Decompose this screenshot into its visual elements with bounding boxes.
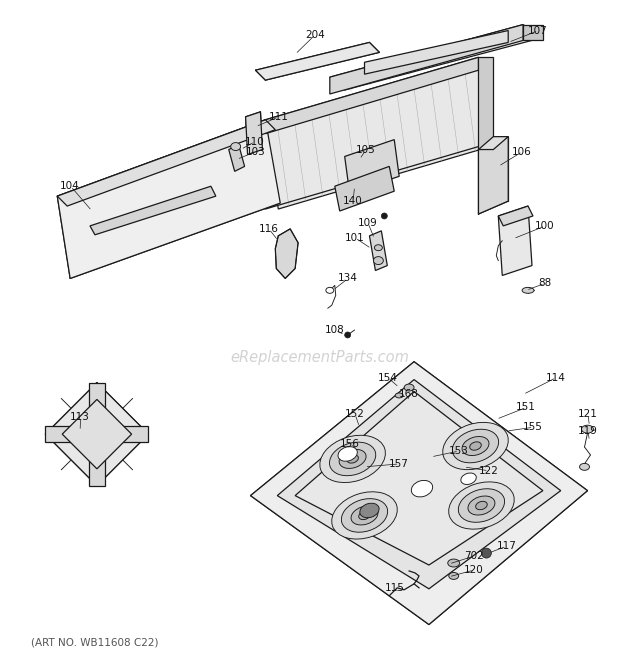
Ellipse shape xyxy=(395,393,403,398)
Polygon shape xyxy=(57,120,275,206)
Polygon shape xyxy=(275,229,298,278)
Ellipse shape xyxy=(449,482,514,529)
Ellipse shape xyxy=(326,288,334,293)
Polygon shape xyxy=(57,120,280,278)
Text: 109: 109 xyxy=(358,218,378,228)
Ellipse shape xyxy=(320,436,386,483)
Circle shape xyxy=(381,213,388,219)
Polygon shape xyxy=(335,167,394,211)
Ellipse shape xyxy=(580,463,590,471)
Ellipse shape xyxy=(443,422,508,470)
Polygon shape xyxy=(62,399,131,469)
Text: 108: 108 xyxy=(325,325,345,335)
Text: 100: 100 xyxy=(535,221,555,231)
Ellipse shape xyxy=(468,496,495,515)
Polygon shape xyxy=(246,112,262,155)
Ellipse shape xyxy=(347,455,358,463)
Polygon shape xyxy=(90,186,216,235)
Polygon shape xyxy=(255,42,379,80)
Text: (ART NO. WB11608 C22): (ART NO. WB11608 C22) xyxy=(30,637,158,647)
Text: 152: 152 xyxy=(345,409,365,419)
Text: 155: 155 xyxy=(523,422,543,432)
Polygon shape xyxy=(250,362,588,625)
Ellipse shape xyxy=(411,481,433,497)
Ellipse shape xyxy=(470,442,481,450)
Text: 134: 134 xyxy=(338,274,358,284)
Text: 156: 156 xyxy=(340,439,360,449)
Polygon shape xyxy=(523,24,543,40)
Ellipse shape xyxy=(458,488,505,522)
Text: 106: 106 xyxy=(512,147,532,157)
Ellipse shape xyxy=(360,503,379,518)
Ellipse shape xyxy=(449,572,459,580)
Text: 113: 113 xyxy=(70,412,90,422)
Ellipse shape xyxy=(332,492,397,539)
Ellipse shape xyxy=(359,511,370,520)
Ellipse shape xyxy=(522,288,534,293)
Text: 157: 157 xyxy=(389,459,409,469)
Polygon shape xyxy=(265,58,490,209)
Text: 111: 111 xyxy=(268,112,288,122)
Polygon shape xyxy=(330,24,543,90)
Ellipse shape xyxy=(448,559,459,567)
Text: eReplacementParts.com: eReplacementParts.com xyxy=(231,350,409,366)
Text: 204: 204 xyxy=(305,30,325,40)
Polygon shape xyxy=(479,137,508,149)
Ellipse shape xyxy=(476,501,487,510)
Text: 140: 140 xyxy=(343,196,363,206)
Ellipse shape xyxy=(374,245,383,251)
Ellipse shape xyxy=(338,447,357,461)
Text: 116: 116 xyxy=(259,224,278,234)
Polygon shape xyxy=(295,391,543,565)
Polygon shape xyxy=(498,206,532,276)
Ellipse shape xyxy=(461,473,476,485)
Polygon shape xyxy=(365,30,508,74)
Ellipse shape xyxy=(339,449,366,469)
Text: 101: 101 xyxy=(345,233,365,243)
Polygon shape xyxy=(277,379,560,589)
Text: 105: 105 xyxy=(356,145,375,155)
Polygon shape xyxy=(479,137,508,214)
Text: 168: 168 xyxy=(399,389,419,399)
Polygon shape xyxy=(330,24,523,94)
Text: 88: 88 xyxy=(538,278,551,288)
Text: 151: 151 xyxy=(516,403,536,412)
Polygon shape xyxy=(45,426,148,442)
Ellipse shape xyxy=(453,429,498,463)
Polygon shape xyxy=(229,145,245,171)
Text: 119: 119 xyxy=(578,426,598,436)
Text: 103: 103 xyxy=(246,147,265,157)
Ellipse shape xyxy=(231,143,241,151)
Circle shape xyxy=(345,332,351,338)
Text: 115: 115 xyxy=(384,583,404,593)
Polygon shape xyxy=(265,58,479,134)
Text: 114: 114 xyxy=(546,373,565,383)
Ellipse shape xyxy=(342,498,388,532)
Polygon shape xyxy=(89,383,105,486)
Text: 702: 702 xyxy=(464,551,484,561)
Ellipse shape xyxy=(404,384,414,391)
Text: 154: 154 xyxy=(378,373,397,383)
Text: 117: 117 xyxy=(497,541,516,551)
Text: 120: 120 xyxy=(464,565,484,575)
Ellipse shape xyxy=(462,436,489,455)
Polygon shape xyxy=(345,139,399,193)
Polygon shape xyxy=(498,206,533,226)
Ellipse shape xyxy=(582,425,593,433)
Ellipse shape xyxy=(329,442,376,476)
Text: 107: 107 xyxy=(528,26,548,36)
Text: 121: 121 xyxy=(578,409,598,419)
Ellipse shape xyxy=(373,256,383,264)
Text: 122: 122 xyxy=(479,466,498,476)
Circle shape xyxy=(482,548,492,558)
Ellipse shape xyxy=(351,506,378,525)
Text: 153: 153 xyxy=(449,446,469,456)
Polygon shape xyxy=(45,383,148,486)
Polygon shape xyxy=(479,58,494,149)
Polygon shape xyxy=(370,231,388,270)
Text: 110: 110 xyxy=(245,137,264,147)
Text: 104: 104 xyxy=(60,181,80,191)
